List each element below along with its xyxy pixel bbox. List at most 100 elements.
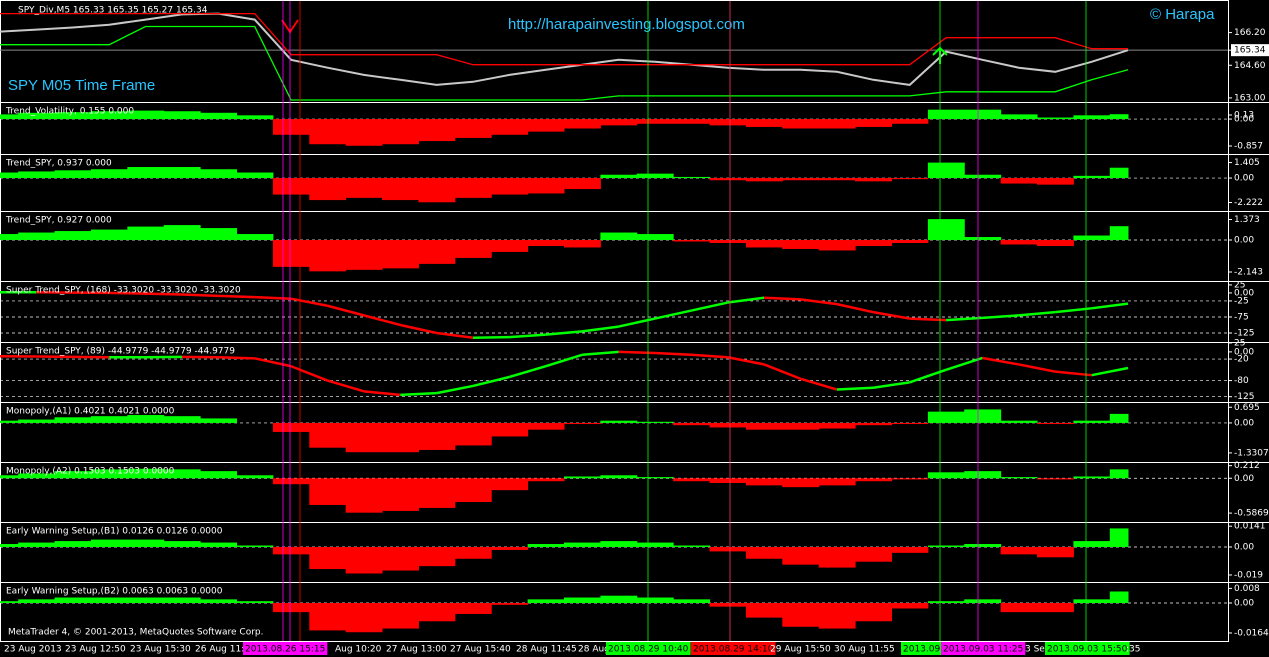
histogram-bar bbox=[964, 409, 1002, 423]
trend-segment bbox=[654, 309, 692, 320]
histogram-bar bbox=[891, 178, 929, 180]
histogram-bar bbox=[200, 599, 238, 603]
time-label: :35 bbox=[1126, 645, 1140, 655]
trend-segment bbox=[1018, 363, 1056, 373]
histogram-bar bbox=[745, 119, 783, 127]
histogram-bar bbox=[54, 170, 92, 179]
histogram-bar bbox=[855, 119, 892, 127]
histogram-bar bbox=[200, 471, 238, 479]
histogram-bar bbox=[636, 542, 674, 547]
y-tick-label: 1.373 bbox=[1234, 215, 1260, 225]
trend-segment bbox=[109, 291, 146, 295]
histogram-bar bbox=[418, 603, 456, 622]
y-tick-label: -1.3307 bbox=[1234, 448, 1269, 458]
histogram-bar bbox=[309, 546, 347, 570]
y-tick-label: 165.34 bbox=[1234, 46, 1266, 56]
histogram-bar bbox=[345, 546, 383, 574]
histogram-bar bbox=[600, 119, 638, 126]
annotation-copyright: © Harapa bbox=[1150, 6, 1215, 23]
histogram-bar bbox=[272, 422, 310, 432]
histogram-bar bbox=[345, 422, 383, 453]
histogram-bar bbox=[564, 597, 601, 603]
y-tick-label: 0.00 bbox=[1234, 236, 1254, 246]
histogram-bar bbox=[454, 603, 492, 614]
time-highlight-box bbox=[691, 642, 776, 655]
histogram-bar bbox=[709, 478, 747, 483]
histogram-bar bbox=[163, 597, 201, 603]
histogram-bar bbox=[309, 178, 347, 201]
histogram-bar bbox=[454, 119, 492, 138]
trend-segment bbox=[181, 293, 219, 298]
histogram-bar bbox=[1037, 478, 1074, 480]
histogram-bar bbox=[745, 240, 783, 248]
trend-segment bbox=[836, 386, 874, 391]
histogram-bar bbox=[272, 603, 310, 613]
time-label-highlighted: 2013.09.03 11:25 bbox=[943, 645, 1023, 655]
histogram-bar bbox=[491, 478, 529, 491]
histogram-bar bbox=[418, 422, 456, 450]
histogram-bar bbox=[18, 419, 56, 423]
histogram-bar bbox=[855, 422, 892, 426]
histogram-bar bbox=[964, 109, 1002, 120]
histogram-bar bbox=[200, 169, 238, 179]
histogram-bar bbox=[90, 416, 128, 423]
trend-segment bbox=[509, 333, 546, 339]
histogram-bar bbox=[745, 478, 783, 486]
histogram-bar bbox=[527, 544, 565, 547]
trend-segment bbox=[400, 391, 437, 397]
histogram-bar bbox=[673, 176, 711, 179]
histogram-bar bbox=[709, 603, 747, 607]
trend-segment bbox=[727, 356, 765, 366]
panel-title: SPY_Div,M5 165.33 165.35 165.27 165.34 bbox=[18, 6, 208, 16]
histogram-bar bbox=[527, 119, 565, 132]
y-tick-label: -125 bbox=[1234, 328, 1254, 338]
y-tick-label: -0.019 bbox=[1234, 570, 1263, 580]
histogram-bar bbox=[491, 119, 529, 135]
y-tick-label: 0.695 bbox=[1234, 403, 1260, 413]
trend-segment bbox=[800, 377, 838, 391]
histogram-bar bbox=[600, 174, 638, 179]
histogram-bar bbox=[1000, 240, 1038, 245]
panel-title: Trend_SPY, 0.927 0.000 bbox=[5, 216, 112, 226]
histogram-bar bbox=[927, 219, 965, 241]
histogram-bar bbox=[818, 178, 856, 181]
trend-segment bbox=[618, 350, 656, 355]
y-tick-label: 0.212 bbox=[1234, 461, 1260, 471]
y-tick-label: 0.00 bbox=[1234, 174, 1254, 184]
time-label: 27 Aug 13:00 bbox=[386, 645, 447, 655]
histogram-bar bbox=[309, 240, 347, 272]
histogram-bar bbox=[600, 420, 638, 423]
trend-segment bbox=[218, 294, 255, 299]
time-label: 29 Aug 15:50 bbox=[770, 645, 831, 655]
panel-title: Early Warning Setup,(B1) 0.0126 0.0126 0… bbox=[6, 527, 223, 537]
histogram-bar bbox=[163, 167, 201, 179]
histogram-bar bbox=[18, 112, 56, 120]
histogram-bar bbox=[927, 545, 965, 547]
trend-segment bbox=[909, 317, 947, 322]
histogram-bar bbox=[272, 240, 310, 267]
annotation-timeframe: SPY M05 Time Frame bbox=[8, 77, 155, 94]
histogram-bar bbox=[272, 478, 310, 485]
time-label: 28 Aug 11:45 bbox=[516, 645, 577, 655]
trend-segment bbox=[691, 353, 728, 359]
histogram-bar bbox=[964, 599, 1002, 603]
trend-segment bbox=[509, 365, 547, 379]
histogram-bar bbox=[90, 169, 128, 179]
trend-segment bbox=[473, 335, 510, 340]
time-label: Aug 10:20 bbox=[335, 645, 382, 655]
histogram-bar bbox=[454, 546, 492, 559]
histogram-bar bbox=[1037, 422, 1074, 425]
histogram-bar bbox=[1000, 477, 1038, 479]
histogram-bar bbox=[636, 421, 674, 423]
y-tick-label: 0.00 bbox=[1234, 347, 1254, 357]
histogram-bar bbox=[600, 232, 638, 241]
histogram-bar bbox=[90, 469, 128, 479]
trend-segment bbox=[727, 296, 765, 304]
trend-segment bbox=[836, 302, 874, 314]
trend-segment bbox=[654, 351, 692, 357]
histogram-bar bbox=[527, 178, 565, 194]
histogram-bar bbox=[127, 415, 165, 423]
histogram-bar bbox=[818, 546, 856, 568]
histogram-bar bbox=[600, 475, 638, 479]
